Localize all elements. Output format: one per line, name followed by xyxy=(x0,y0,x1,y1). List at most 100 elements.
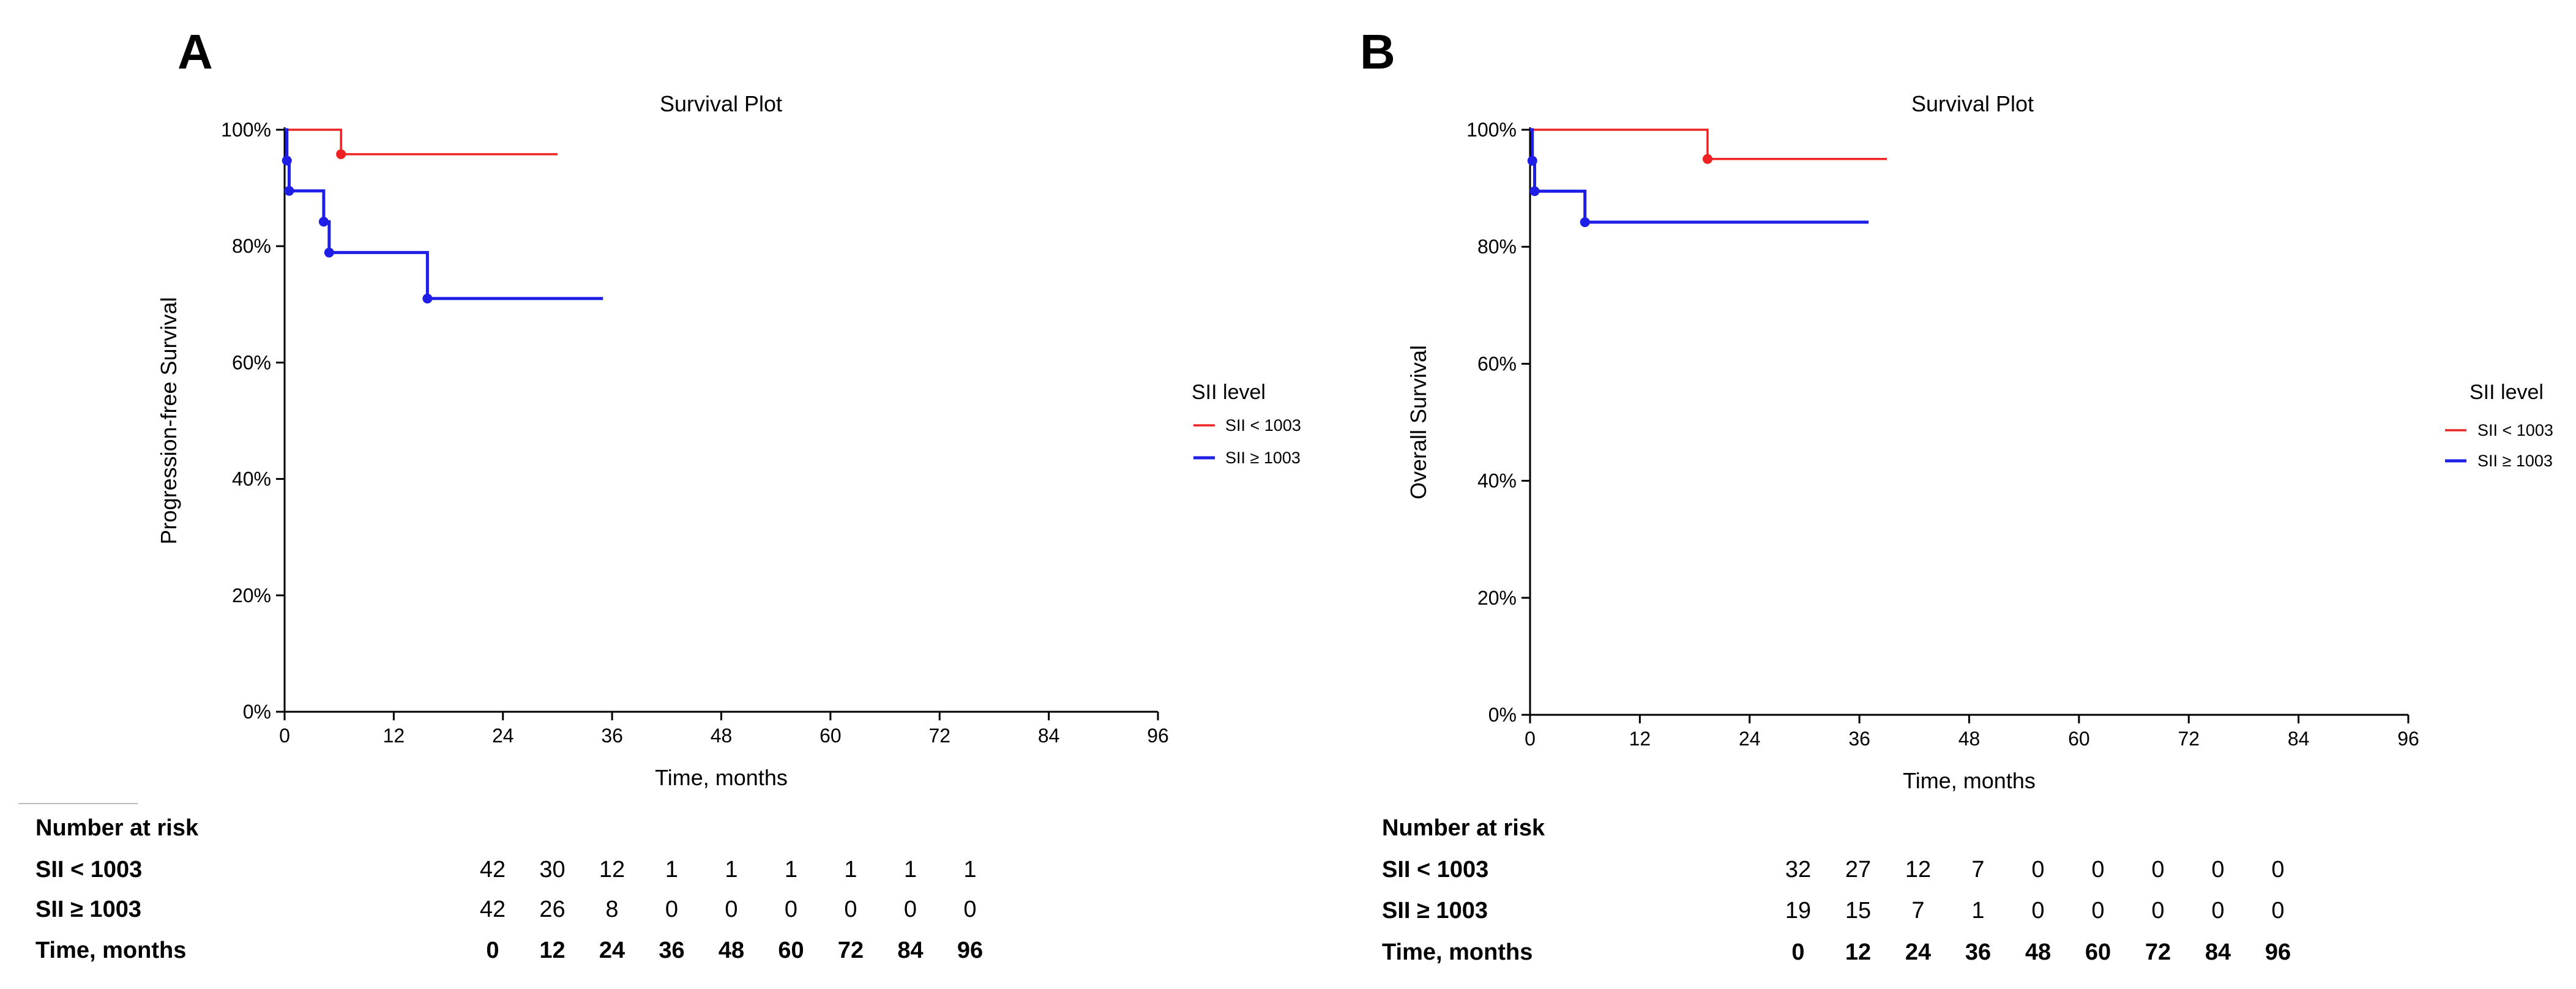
risk-cell: 0 xyxy=(2271,898,2284,924)
risk-cell: 0 xyxy=(2211,898,2224,924)
series-line xyxy=(1530,129,1887,160)
risk-cell: 1 xyxy=(963,857,976,883)
panel-a: A Survival Plot 0 12 24 36 48 60 72 84 96 0% 20% 40% 6… xyxy=(35,24,1301,963)
risk-time-value: 60 xyxy=(778,938,804,963)
risk-time-value: 0 xyxy=(486,938,499,963)
risk-cell: 0 xyxy=(2211,857,2224,883)
risk-cell: 19 xyxy=(1785,898,1811,924)
risk-cell: 15 xyxy=(1845,898,1871,924)
y-tick-label: 100% xyxy=(221,119,271,141)
risk-time-value: 84 xyxy=(897,938,923,963)
risk-row-label: SII < 1003 xyxy=(1382,857,1488,883)
legend-title: SII level xyxy=(1192,381,1266,404)
panel-label: A xyxy=(177,24,213,79)
risk-cell: 27 xyxy=(1845,857,1871,883)
legend-entry: SII ≥ 1003 xyxy=(2477,452,2553,470)
series-line xyxy=(1530,128,1869,224)
risk-time-value: 36 xyxy=(1965,939,1991,965)
x-tick-label: 12 xyxy=(1629,728,1651,750)
risk-cell: 0 xyxy=(2151,898,2164,924)
x-tick-label: 60 xyxy=(2068,728,2090,750)
x-tick-label: 12 xyxy=(383,725,405,747)
risk-row-label: SII ≥ 1003 xyxy=(1382,898,1488,924)
risk-time-value: 96 xyxy=(957,938,983,963)
risk-time-value: 36 xyxy=(659,938,684,963)
risk-cell: 42 xyxy=(480,897,506,922)
x-tick-label: 96 xyxy=(2397,728,2419,750)
x-tick-label: 48 xyxy=(1958,728,1981,750)
risk-cell: 0 xyxy=(665,897,678,922)
censor-point xyxy=(284,185,294,196)
y-axis-label: Overall Survival xyxy=(1406,345,1431,499)
risk-cell: 26 xyxy=(539,897,565,922)
y-axis-label: Progression-free Survival xyxy=(156,297,181,544)
risk-time-value: 24 xyxy=(1905,939,1931,965)
risk-cell: 7 xyxy=(1911,898,1924,924)
risk-time-value: 60 xyxy=(2085,939,2111,965)
series-sii-low xyxy=(285,129,558,159)
risk-cell: 1 xyxy=(844,857,857,883)
chart-title: Survival Plot xyxy=(660,91,782,116)
risk-time-value: 24 xyxy=(599,938,625,963)
risk-cell: 1 xyxy=(1971,898,1984,924)
risk-table: Number at risk SII < 1003 42 30 12 1 1 1 1 1 1 SII … xyxy=(35,815,983,963)
x-tick-label: 96 xyxy=(1147,725,1169,747)
risk-cell: 0 xyxy=(2091,898,2104,924)
risk-cell: 7 xyxy=(1971,857,1984,883)
risk-cell: 12 xyxy=(599,857,625,883)
risk-time-value: 12 xyxy=(1845,939,1871,965)
legend-entry: SII ≥ 1003 xyxy=(1225,449,1301,467)
risk-cell: 1 xyxy=(725,857,737,883)
censor-point xyxy=(1529,186,1540,196)
risk-time-value: 0 xyxy=(1791,939,1804,965)
risk-time-value: 48 xyxy=(719,938,744,963)
risk-cell: 1 xyxy=(665,857,678,883)
series-line xyxy=(285,129,558,155)
x-tick-label: 0 xyxy=(1525,728,1536,750)
legend-entry: SII < 1003 xyxy=(2477,421,2553,439)
risk-time-label: Time, months xyxy=(35,938,186,963)
series-sii-low xyxy=(1530,129,1887,164)
x-tick-label: 36 xyxy=(1848,728,1870,750)
legend-entry: SII < 1003 xyxy=(1225,416,1301,435)
risk-cell: 32 xyxy=(1785,857,1811,883)
legend-title: SII level xyxy=(2470,381,2544,404)
y-tick-label: 100% xyxy=(1466,119,1517,141)
x-tick-label: 72 xyxy=(2178,728,2200,750)
chart-title: Survival Plot xyxy=(1911,91,2034,116)
y-tick-label: 20% xyxy=(232,584,271,606)
x-tick-label: 24 xyxy=(1739,728,1761,750)
risk-cell: 30 xyxy=(539,857,565,883)
risk-time-value: 72 xyxy=(838,938,864,963)
risk-cell: 0 xyxy=(785,897,797,922)
panel-label: B xyxy=(1360,24,1395,79)
y-tick-label: 0% xyxy=(243,701,271,723)
x-axis-label: Time, months xyxy=(1903,768,2036,793)
series-line xyxy=(285,128,603,300)
risk-cell: 12 xyxy=(1905,857,1931,883)
x-tick-label: 0 xyxy=(279,725,290,747)
risk-time-value: 12 xyxy=(539,938,565,963)
censor-point xyxy=(282,155,292,166)
censor-point xyxy=(1580,217,1590,228)
y-tick-label: 0% xyxy=(1488,704,1517,726)
x-tick-label: 60 xyxy=(819,725,842,747)
y-tick-label: 60% xyxy=(1477,353,1517,375)
risk-table-header: Number at risk xyxy=(1382,815,1545,841)
censor-point xyxy=(1702,154,1712,164)
risk-cell: 0 xyxy=(2091,857,2104,883)
y-tick-label: 40% xyxy=(1477,470,1517,492)
x-tick-label: 24 xyxy=(492,725,514,747)
risk-cell: 0 xyxy=(963,897,976,922)
y-tick-label: 80% xyxy=(1477,236,1517,258)
x-tick-label: 36 xyxy=(601,725,623,747)
risk-cell: 0 xyxy=(725,897,737,922)
risk-row-label: SII < 1003 xyxy=(35,857,142,883)
risk-time-value: 96 xyxy=(2265,939,2291,965)
risk-cell: 0 xyxy=(2031,898,2044,924)
y-tick-label: 20% xyxy=(1477,587,1517,609)
risk-cell: 8 xyxy=(605,897,618,922)
series-sii-high xyxy=(1527,128,1869,228)
series-sii-high xyxy=(282,128,603,304)
x-axis-label: Time, months xyxy=(655,765,788,790)
